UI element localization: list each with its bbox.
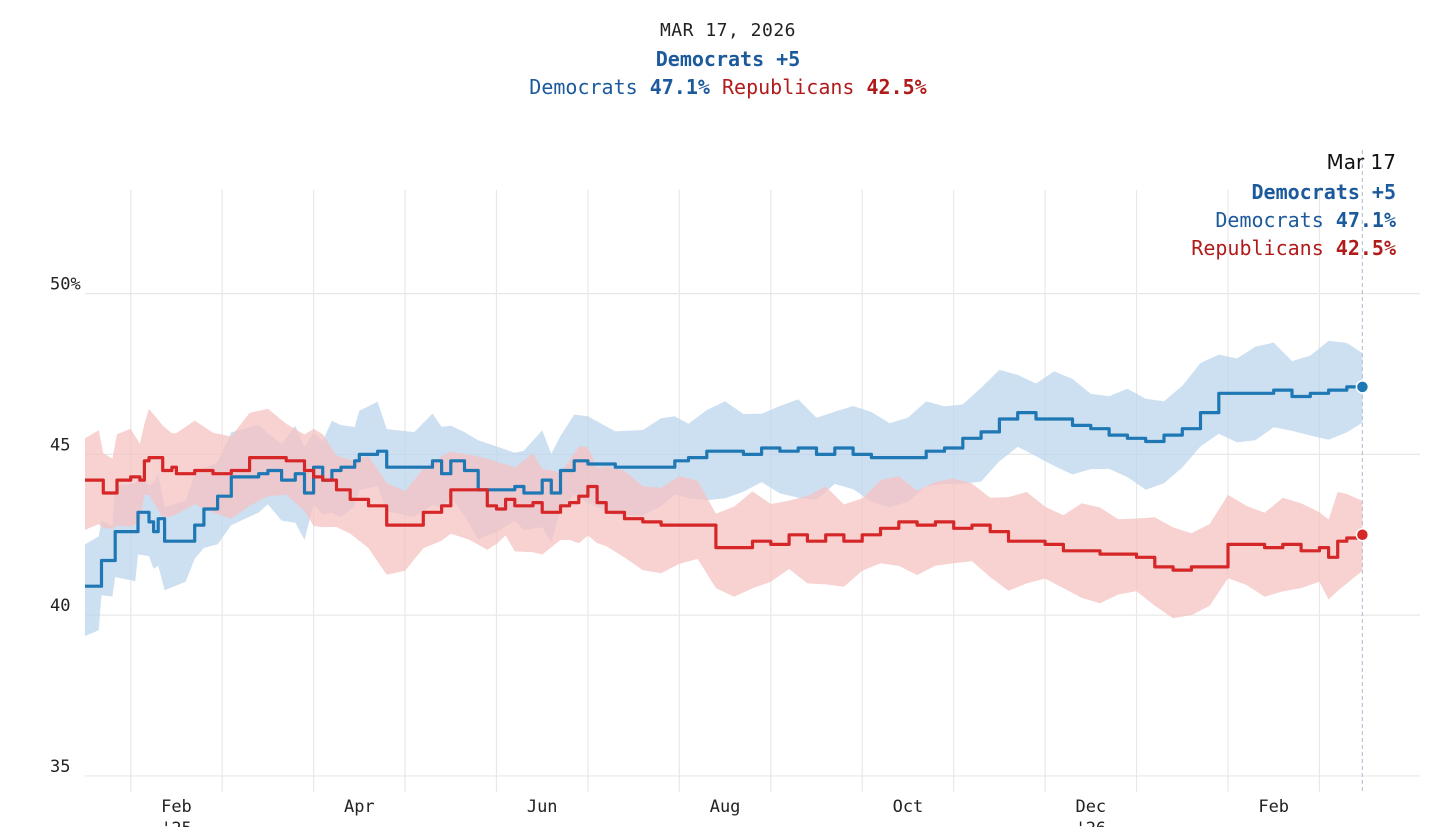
democrats-line xyxy=(85,385,1363,588)
x-tick-label-2: Jun xyxy=(527,797,558,817)
hover-rep-value: 42.5% xyxy=(1335,236,1396,260)
y-tick-label-35: 35 xyxy=(50,757,70,777)
hover-lead: Democrats +5 xyxy=(1251,180,1397,204)
y-tick-label-50: 50% xyxy=(50,275,81,295)
x-tick-label-3: Aug xyxy=(710,797,741,817)
democrats-marker xyxy=(1355,380,1370,394)
hover-tooltip: Mar 17 Democrats +5 Democrats 47.1% Repu… xyxy=(1191,150,1396,260)
hover-date: Mar 17 xyxy=(1326,150,1396,174)
x-tick-label-4: Oct xyxy=(893,797,924,817)
x-tick-sublabel-0: '25 xyxy=(161,819,192,827)
hover-dem-label: Democrats xyxy=(1215,208,1324,232)
republicans-uncertainty-band xyxy=(85,408,1363,619)
axis-layer: 50% 45 40 35 Feb '25 Apr Jun Aug Oct Dec '26 Feb xyxy=(50,275,1289,827)
marker-layer xyxy=(1355,150,1370,792)
header-rep-label: Republicans xyxy=(721,75,855,99)
republicans-marker xyxy=(1355,528,1370,542)
header-lead: Democrats +5 xyxy=(655,47,801,71)
header-date: MAR 17, 2026 xyxy=(659,20,797,41)
hover-dem-value: 47.1% xyxy=(1335,208,1396,232)
x-tick-label-1: Apr xyxy=(344,797,375,817)
header-dem-value: 47.1% xyxy=(649,75,710,99)
band-layer xyxy=(85,340,1363,637)
republicans-line xyxy=(85,456,1364,572)
hover-rep-label: Republicans xyxy=(1191,236,1324,260)
y-tick-label-45: 45 xyxy=(50,435,70,455)
x-tick-label-0: Feb xyxy=(161,797,192,817)
header-rep-value: 42.5% xyxy=(866,75,927,99)
x-tick-label-5: Dec xyxy=(1075,797,1106,817)
hover-dem-row: Democrats 47.1% xyxy=(1191,208,1396,232)
hover-rep-row: Republicans 42.5% xyxy=(1191,236,1396,260)
header-dem-label: Democrats xyxy=(529,75,638,99)
democrats-uncertainty-band xyxy=(85,340,1363,637)
line-layer xyxy=(85,385,1364,588)
x-tick-sublabel-5: '26 xyxy=(1075,819,1106,827)
header-values: Democrats 47.1% Republicans 42.5% xyxy=(0,75,1456,99)
y-tick-label-40: 40 xyxy=(50,596,70,616)
chart-header: MAR 17, 2026 Democrats +5 Democrats 47.1… xyxy=(0,20,1456,99)
x-tick-label-6: Feb xyxy=(1258,797,1289,817)
